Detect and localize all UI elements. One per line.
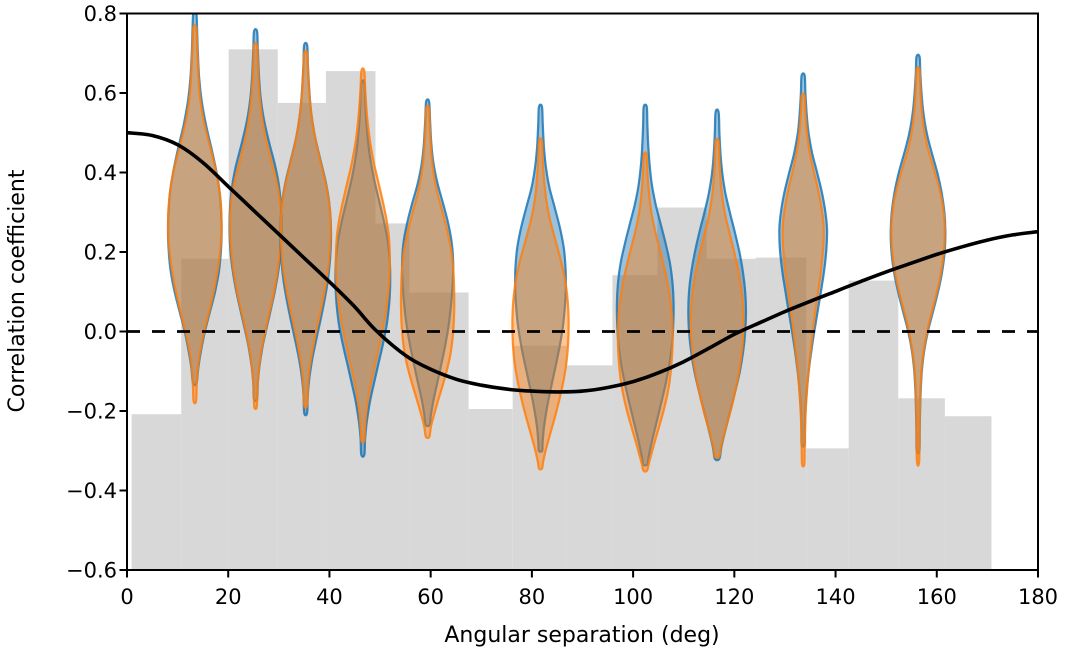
x-tick-label: 180 <box>1018 585 1058 609</box>
y-axis-label: Correlation coefficient <box>5 169 30 412</box>
violin-blue_series <box>400 98 455 428</box>
violin-orange_series <box>166 24 223 405</box>
violin-pair <box>889 53 947 467</box>
violin-orange_series <box>279 49 332 409</box>
violin-pair <box>778 72 829 468</box>
violin-orange_series <box>689 137 745 460</box>
x-tick-label: 120 <box>714 585 754 609</box>
histogram-bar <box>848 280 899 570</box>
violin-orange_series <box>228 41 283 411</box>
histogram-bar <box>409 292 469 570</box>
histogram-bar <box>898 398 945 570</box>
histogram-bar <box>706 258 756 570</box>
x-tick-label: 40 <box>316 585 343 609</box>
violin-pair <box>511 103 570 471</box>
violin-pair <box>615 103 675 473</box>
y-tick-label: 0.6 <box>84 82 117 106</box>
histogram-bar <box>375 223 410 570</box>
x-tick-label: 80 <box>519 585 546 609</box>
violin-blue_series <box>514 103 567 453</box>
y-tick-label: −0.2 <box>66 400 117 424</box>
x-tick-label: 160 <box>917 585 957 609</box>
violin-layer <box>166 13 947 473</box>
violin-orange_series <box>399 104 456 440</box>
x-tick-label: 140 <box>816 585 856 609</box>
violin-orange_series <box>781 92 825 468</box>
violin-orange_series <box>511 137 570 471</box>
histogram-layer <box>131 49 992 570</box>
histogram-bar <box>944 416 992 570</box>
violin-pair <box>334 67 392 458</box>
y-tick-label: −0.6 <box>66 559 117 583</box>
y-tick-label: 0.0 <box>84 320 117 344</box>
violin-orange_series <box>616 151 674 473</box>
violin-pair <box>166 13 223 405</box>
x-axis-label: Angular separation (deg) <box>444 623 719 648</box>
violin-blue_series <box>687 108 748 462</box>
violin-orange_series <box>334 67 391 444</box>
histogram-bar <box>131 414 182 570</box>
y-tick-label: 0.4 <box>84 161 117 185</box>
violin-pair <box>399 98 456 440</box>
histogram-bar <box>512 345 567 570</box>
violin-orange_series <box>890 66 946 467</box>
violin-pair <box>228 28 283 411</box>
axes-layer: 0 20 40 60 80 100 120 140 160 180 0.8 0.6 0.4 0.2 0.0 −… <box>66 2 1058 609</box>
x-tick-label: 0 <box>120 585 133 609</box>
violin-pair <box>687 108 748 462</box>
violin-pair <box>279 41 333 417</box>
x-tick-label: 20 <box>215 585 242 609</box>
histogram-bar <box>181 258 229 570</box>
plot-layers <box>127 13 1038 570</box>
histogram-bar <box>468 409 513 570</box>
histogram-bar <box>806 448 849 570</box>
axes-frame <box>126 12 1039 571</box>
hellings-downs-curve <box>127 130 1038 394</box>
histogram-bar <box>566 365 613 570</box>
y-tick-label: −0.4 <box>66 479 117 503</box>
x-tick-label: 60 <box>417 585 444 609</box>
histogram-bar <box>755 257 807 570</box>
y-tick-label: 0.8 <box>84 2 117 26</box>
violin-blue_series <box>615 103 675 467</box>
y-tick-label: 0.2 <box>84 241 117 265</box>
x-tick-label: 100 <box>613 585 653 609</box>
